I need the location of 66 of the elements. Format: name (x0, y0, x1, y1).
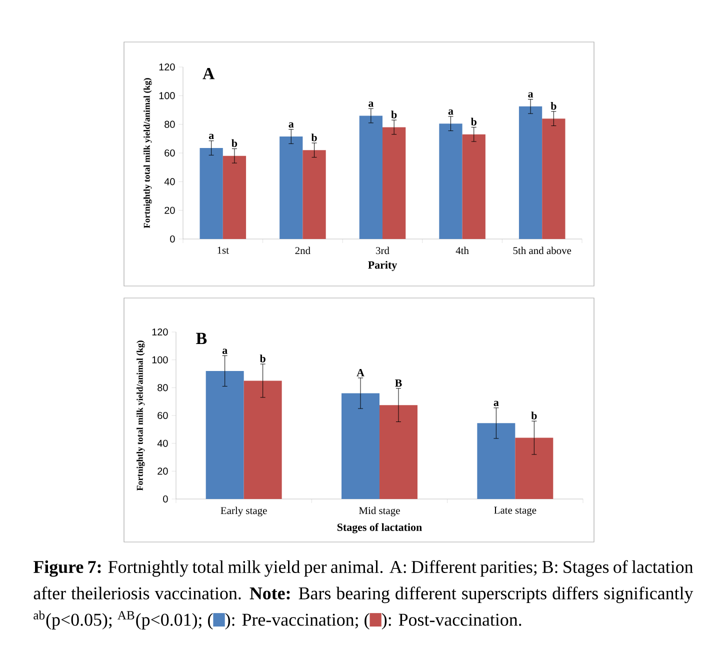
x-tick-label: Mid stage (359, 506, 400, 516)
text: Figure 7: Fortnightly total milk yield per animal. A: Different parities; B: Stages of lactation (34, 560, 694, 577)
y-tick-label: 120 (159, 63, 175, 71)
bar (462, 134, 486, 240)
data-label: b (311, 134, 317, 142)
x-tick-label: 1st (218, 246, 229, 254)
y-tick-label: 0 (163, 495, 168, 503)
y-tick-label: 20 (164, 206, 175, 214)
y-tick-label: 100 (152, 356, 168, 364)
text: after theileriosis vaccination. Note: Bars bearing different superscripts differs significantly (34, 586, 694, 604)
data-label: b (531, 412, 537, 420)
y-tick-label: 60 (158, 412, 168, 420)
data-label: b (391, 110, 397, 118)
data-label: a (448, 110, 454, 115)
data-label: a (222, 348, 228, 354)
bar (477, 423, 516, 500)
data-label: a (288, 122, 294, 128)
x-tick-label: 4th (456, 246, 469, 254)
y-tick-label: 80 (158, 384, 168, 392)
x-tick-label: Early stage (220, 506, 267, 516)
y-tick-label: 120 (152, 328, 168, 336)
y-axis-title: Fortnightly total milk yield/animal (kg) (136, 340, 145, 491)
data-label: a (494, 400, 499, 406)
y-tick-label: 80 (164, 120, 175, 128)
bar (280, 136, 303, 240)
x-axis-title: Stages of lactation (337, 523, 422, 534)
bar (222, 156, 246, 240)
data-label: a (528, 92, 534, 98)
bar (200, 148, 223, 240)
y-tick-label: 60 (164, 149, 175, 157)
text: ( (208, 613, 213, 630)
data-label: a (368, 102, 374, 107)
bar (515, 438, 554, 500)
x-tick-label: 2nd (295, 246, 310, 254)
data-label: a (208, 134, 214, 140)
chart-title: A (202, 68, 215, 80)
data-label: b (260, 354, 266, 362)
y-tick-label: 20 (158, 468, 168, 475)
bar (380, 405, 418, 500)
data-label: b (232, 139, 238, 148)
chart-title: B (196, 332, 207, 344)
y-tick-label: 40 (164, 178, 175, 186)
y-tick-label: 40 (157, 440, 168, 447)
data-label: B (395, 379, 402, 387)
x-tick-label: 3rd (376, 246, 390, 254)
y-axis-title: Fortnightly total milk yield/animal (kg) (144, 78, 152, 228)
text: ): Pre-vaccination; ( (225, 613, 370, 630)
y-tick-label: 100 (159, 92, 175, 100)
x-tick-label: 5th and above (513, 246, 572, 254)
data-label: A (356, 369, 364, 376)
bar (518, 106, 542, 240)
text: ): Post-vaccination. (382, 613, 522, 630)
bar (342, 393, 380, 500)
bar (439, 124, 462, 240)
bar (244, 380, 282, 500)
data-label: b (550, 102, 556, 110)
y-tick-label: 0 (170, 235, 175, 243)
x-tick-label: Late stage (494, 506, 536, 516)
bar (359, 116, 382, 240)
bar (382, 127, 406, 240)
bar (206, 370, 244, 500)
text: $^{ab}$(p<0.05); $^{AB}$(p<0.01); (34, 610, 202, 630)
bar (302, 150, 326, 240)
data-label: b (470, 118, 476, 126)
bar (542, 118, 566, 240)
x-axis-title: Parity (368, 260, 398, 271)
